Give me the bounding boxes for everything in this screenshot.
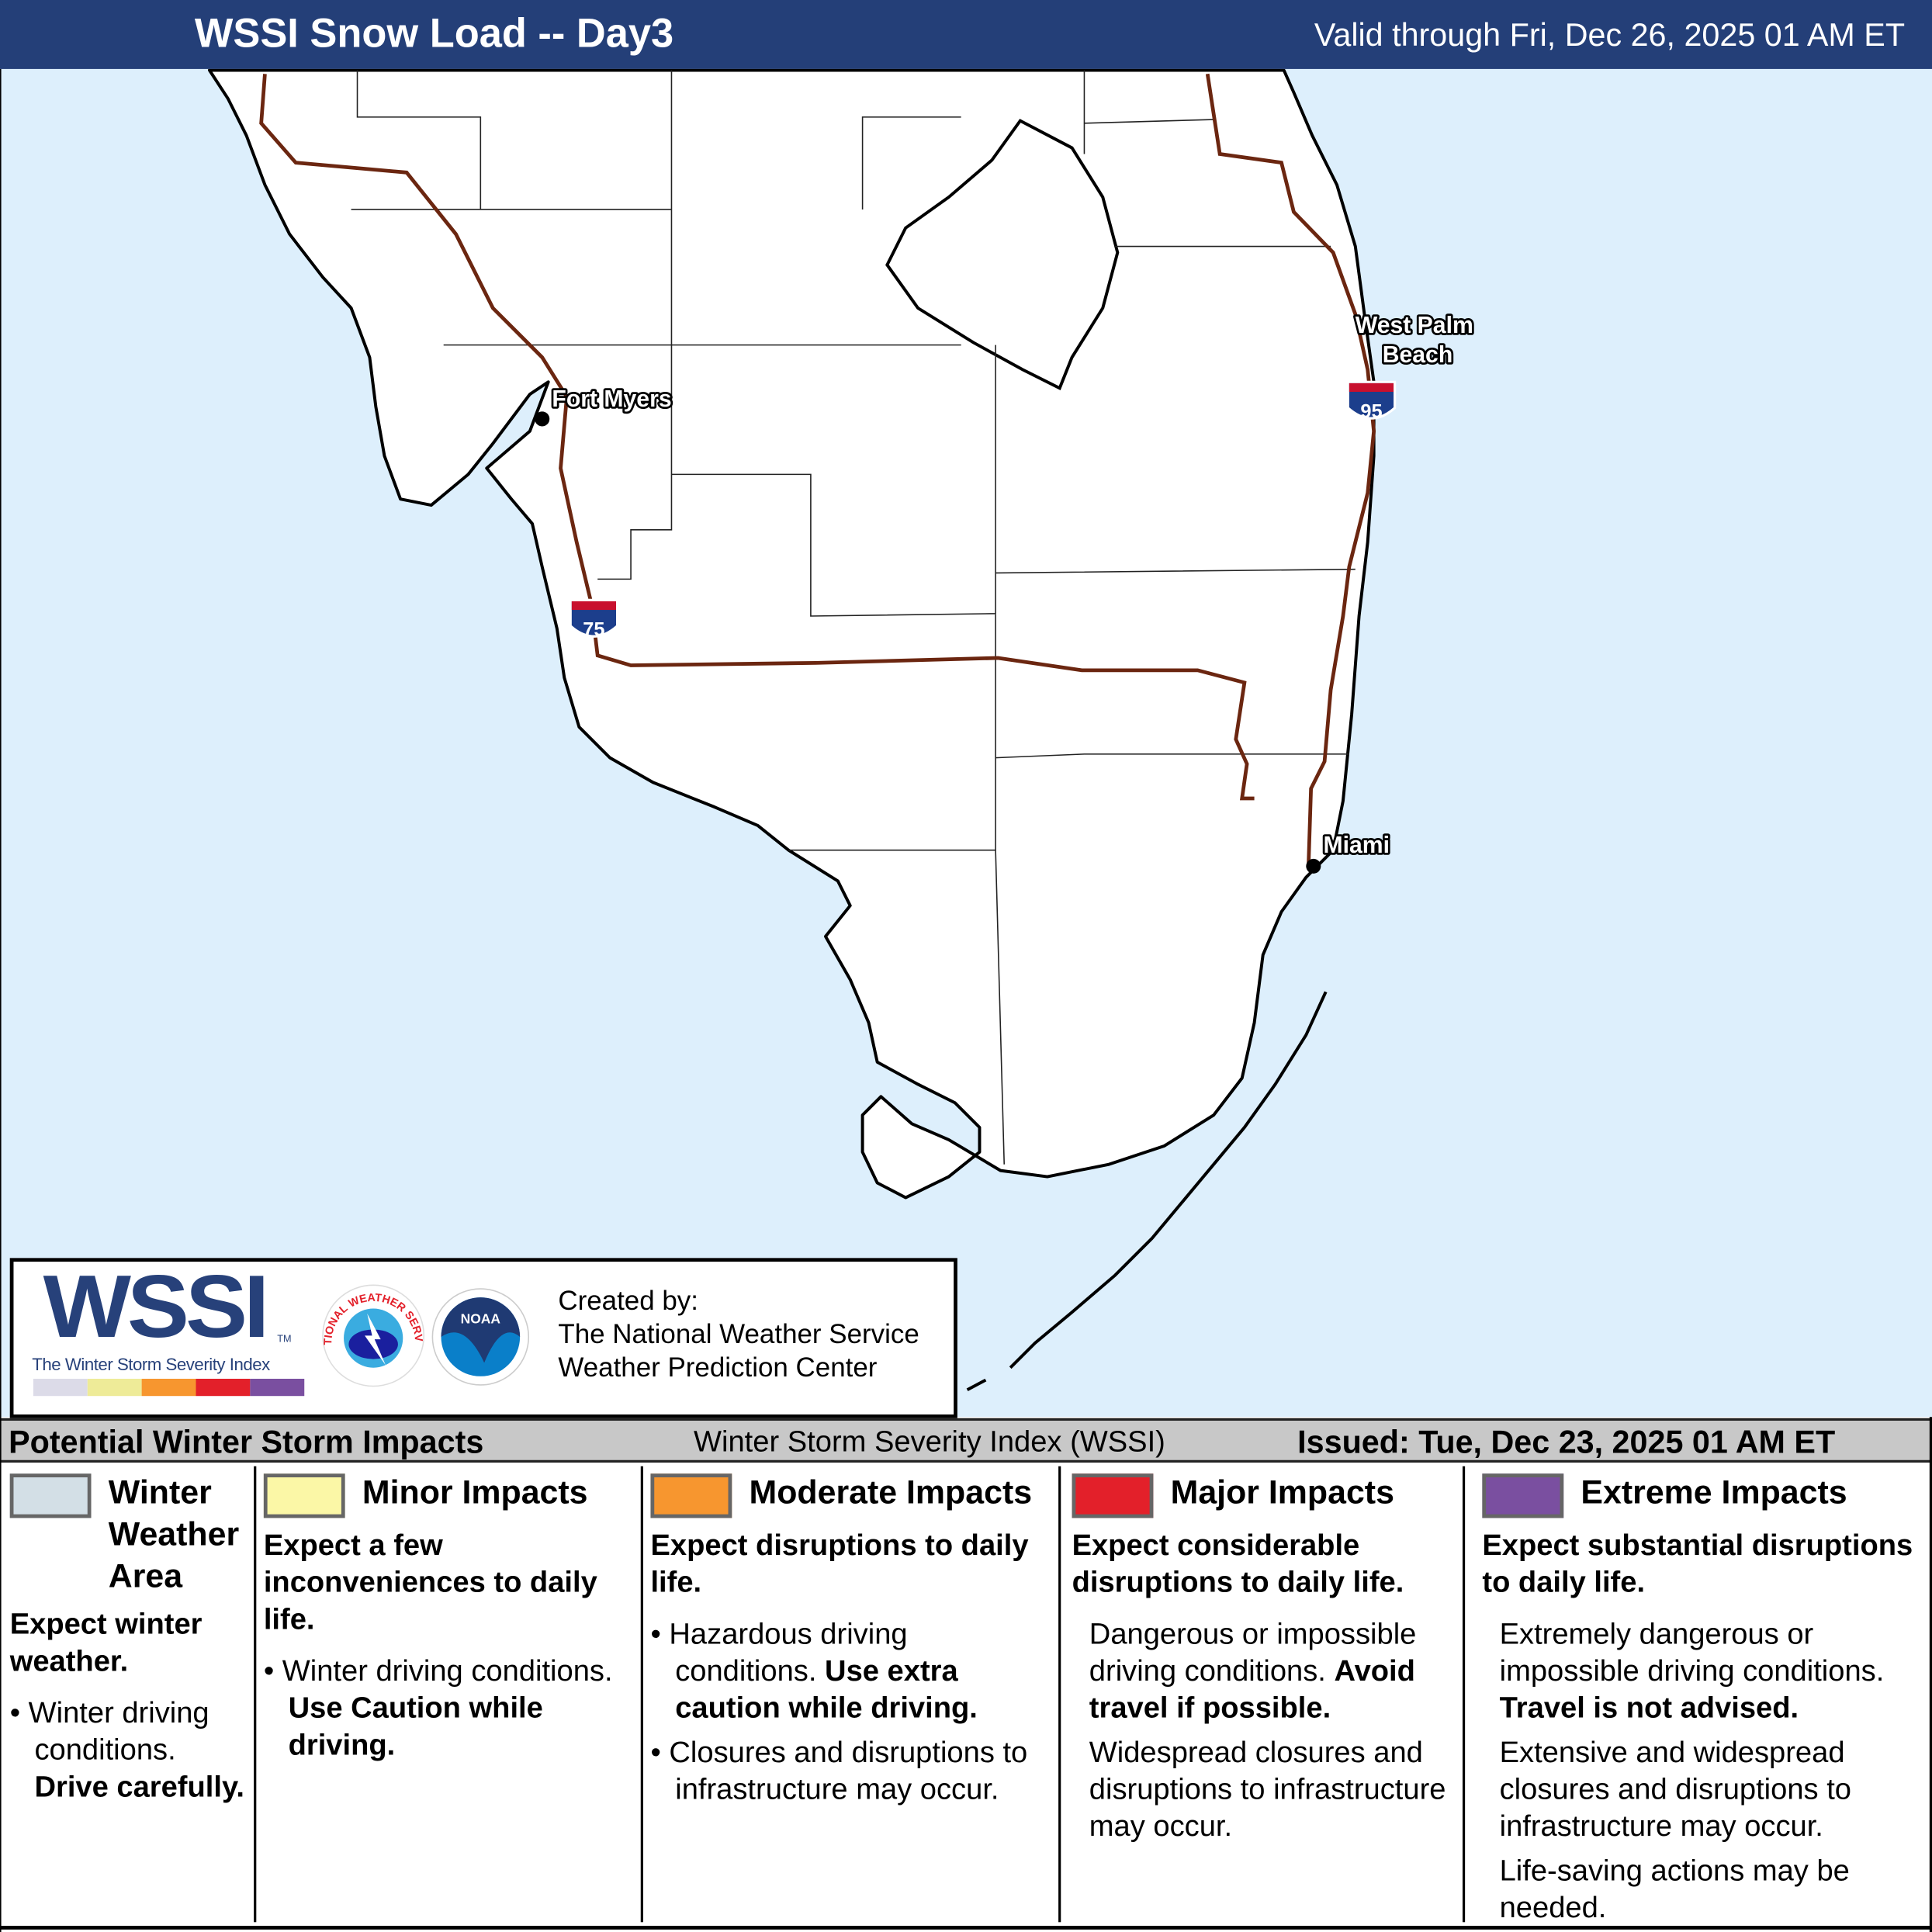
swatch-extreme xyxy=(1482,1473,1564,1518)
legend-header: Winter Weather Area xyxy=(9,1471,251,1597)
legend-major: Major Impacts Expect considerable disrup… xyxy=(1072,1471,1459,1853)
swatch-minor xyxy=(263,1473,345,1518)
legend-summary: Expect substantial disruptions to daily … xyxy=(1482,1529,1913,1600)
frame-border xyxy=(0,1926,1932,1930)
credits-line: The National Weather Service xyxy=(558,1318,919,1349)
legend-bold: Travel is not advised. xyxy=(1499,1691,1799,1726)
legend-title: Extreme Impacts xyxy=(1581,1473,1847,1511)
legend-winter-weather-area: Winter Weather Area Expect winter weathe… xyxy=(9,1471,251,1813)
shield-i75-label: 75 xyxy=(583,618,604,640)
legend-header: Minor Impacts xyxy=(263,1471,639,1518)
severity-color-strip xyxy=(33,1378,305,1397)
legend-text-line: Dangerous or impossible driving conditio… xyxy=(1089,1618,1417,1688)
legend-text: Widespread closures and disruptions to i… xyxy=(1089,1736,1446,1844)
issued-time: Issued: Tue, Dec 23, 2025 01 AM ET xyxy=(1297,1423,1836,1460)
legend-header: Major Impacts xyxy=(1072,1471,1459,1518)
florida-keys xyxy=(966,991,1328,1392)
i-95-route xyxy=(1205,73,1376,865)
fort-myers-dot xyxy=(535,411,550,427)
shield-i95: 95 xyxy=(1346,380,1397,422)
legend-bullet: • Winter driving conditions. Drive caref… xyxy=(9,1696,244,1804)
divider xyxy=(1462,1466,1466,1923)
legend-text: Life-saving actions may be needed. xyxy=(1499,1854,1850,1925)
divider xyxy=(640,1466,643,1923)
noaa-logo: NOAA xyxy=(431,1288,530,1386)
legend-text: Dangerous or impossible driving conditio… xyxy=(1072,1616,1459,1727)
legend-summary: Expect disruptions to daily life. xyxy=(650,1529,1029,1600)
credits: Created by: The National Weather Service… xyxy=(558,1284,919,1384)
city-label-fort-myers: Fort Myers xyxy=(552,386,671,412)
city-label-west-palm: West Palm xyxy=(1356,313,1473,338)
city-label-beach: Beach xyxy=(1383,342,1453,368)
legend-extreme: Extreme Impacts Expect substantial disru… xyxy=(1482,1471,1926,1927)
legend-title: Weather xyxy=(108,1515,240,1553)
legend-title: Moderate Impacts xyxy=(749,1473,1033,1511)
shield-i75: 75 xyxy=(569,598,619,640)
legend-text-line: Extremely dangerous or impossible drivin… xyxy=(1499,1618,1885,1688)
legend-summary: Expect considerable disruptions to daily… xyxy=(1072,1529,1404,1600)
city-label-miami: Miami xyxy=(1324,833,1390,858)
legend-title: Area xyxy=(108,1557,183,1594)
mainland xyxy=(207,68,1376,1200)
miami-dot xyxy=(1306,858,1321,874)
map: 75 95 Fort Myers West Palm Beach Miami xyxy=(0,68,1932,1418)
legend-bullet: • Hazardous driving conditions. Use extr… xyxy=(650,1618,978,1726)
legend-title-bar: Potential Winter Storm Impacts Winter St… xyxy=(0,1418,1932,1463)
nws-logo: NATIONAL WEATHER SERVICE xyxy=(321,1284,424,1387)
frame-border xyxy=(1929,1417,1932,1932)
wssi-logo: WSSI xyxy=(43,1258,270,1357)
legend-title: Major Impacts xyxy=(1170,1473,1394,1511)
bullet-text: Winter driving conditions. xyxy=(28,1696,209,1768)
swatch-moderate xyxy=(650,1473,732,1518)
legend-header: Moderate Impacts xyxy=(650,1471,1054,1518)
credits-line: Created by: xyxy=(558,1285,698,1316)
county-lines xyxy=(351,70,1356,1165)
noaa-text: NOAA xyxy=(461,1311,501,1327)
shield-i95-label: 95 xyxy=(1360,400,1382,422)
legend-title: Minor Impacts xyxy=(362,1473,588,1511)
header-bar: WSSI Snow Load -- Day3 Valid through Fri… xyxy=(0,0,1932,69)
bullet-text: Closures and disruptions to infrastructu… xyxy=(669,1736,1028,1807)
swatch-major xyxy=(1072,1473,1154,1518)
page-title: WSSI Snow Load -- Day3 xyxy=(194,9,674,56)
trademark: TM xyxy=(277,1333,292,1345)
bullet-bold: Use Caution while driving. xyxy=(288,1691,543,1762)
legend-title: Winter xyxy=(108,1473,212,1511)
legend-bullet: • Winter driving conditions. Use Caution… xyxy=(263,1654,613,1762)
legend-heading: Potential Winter Storm Impacts xyxy=(9,1423,484,1460)
bullet-text: Winter driving conditions. xyxy=(282,1654,613,1688)
lake-okeechobee xyxy=(885,119,1120,390)
frame-border xyxy=(0,68,2,1932)
logo-box: WSSI TM The Winter Storm Severity Index … xyxy=(9,1258,957,1418)
credits-line: Weather Prediction Center xyxy=(558,1352,878,1383)
legend-title-block: Winter Weather Area xyxy=(109,1471,239,1597)
legend-moderate: Moderate Impacts Expect disruptions to d… xyxy=(650,1471,1054,1816)
legend-header: Extreme Impacts xyxy=(1482,1471,1926,1518)
divider xyxy=(1058,1466,1061,1923)
bullet-text: Hazardous driving conditions. xyxy=(669,1618,908,1688)
bullet-bold: Drive carefully. xyxy=(34,1770,244,1804)
legend-bullet: • Closures and disruptions to infrastruc… xyxy=(650,1736,1028,1807)
legend-minor: Minor Impacts Expect a few inconvenience… xyxy=(263,1471,639,1771)
divider xyxy=(254,1466,257,1923)
legend-summary: Expect a few inconveniences to daily lif… xyxy=(263,1529,597,1636)
swatch-winter-area xyxy=(9,1473,92,1518)
legend-text: Extensive and widespread closures and di… xyxy=(1499,1736,1851,1844)
legend-text: Extremely dangerous or impossible drivin… xyxy=(1482,1616,1926,1727)
legend-bold: Avoid travel if possible. xyxy=(1089,1654,1415,1726)
index-name: Winter Storm Severity Index (WSSI) xyxy=(694,1425,1165,1459)
bullet-bold: Use extra caution while driving. xyxy=(675,1654,978,1726)
valid-through: Valid through Fri, Dec 26, 2025 01 AM ET xyxy=(1314,16,1906,54)
legend-summary: Expect winter weather. xyxy=(9,1608,203,1678)
wssi-tagline: The Winter Storm Severity Index xyxy=(32,1354,270,1374)
